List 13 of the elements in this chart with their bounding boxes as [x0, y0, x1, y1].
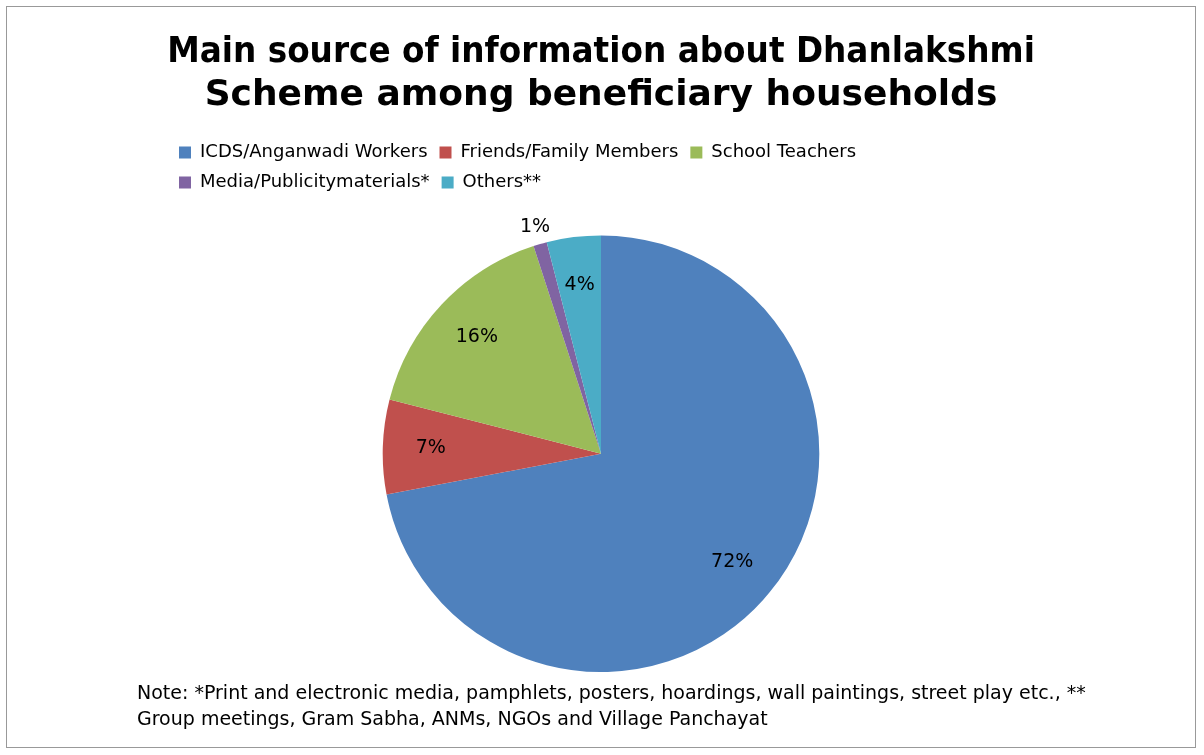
- data-label: 4%: [564, 271, 595, 294]
- legend-label: Media/Publicitymaterials*: [200, 170, 430, 192]
- data-label: 72%: [711, 549, 754, 572]
- legend-label: Others**: [462, 170, 542, 192]
- text: Scheme among beneficiary households: [204, 72, 998, 114]
- data-label: 1%: [520, 213, 551, 236]
- legend-label: ICDS/Anganwadi Workers: [200, 140, 428, 162]
- legend-label: Friends/Family Members: [460, 140, 679, 162]
- data-label: 7%: [415, 435, 446, 458]
- legend-label: School Teachers: [711, 140, 857, 162]
- data-label: 16%: [455, 324, 498, 347]
- text: Main source of information about Dhanlakshmi: [167, 28, 1035, 71]
- text: Note: *Print and electronic media, pamphlets, posters, hoardings, wall paintings, street play etc., ** Group meetings, Gram Sabha, ANMs, NGOs and Village Panchayat: [137, 680, 1087, 731]
